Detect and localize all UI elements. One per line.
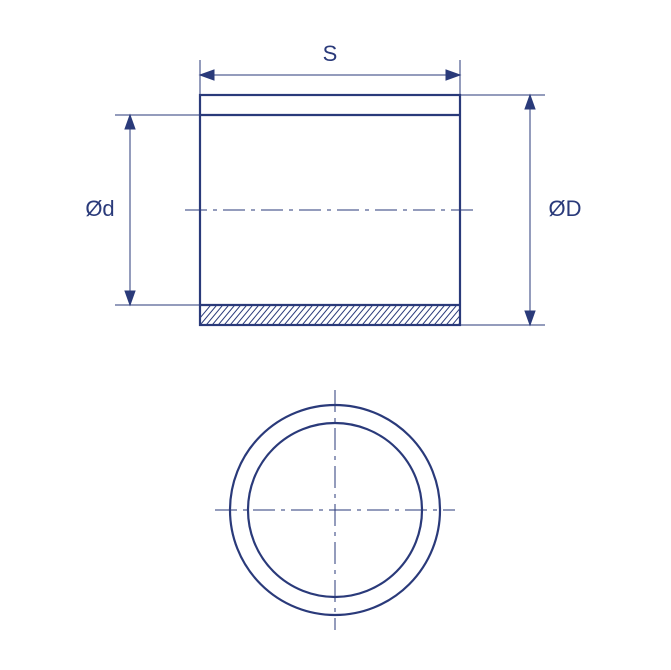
arrowhead-down-icon	[125, 291, 135, 305]
dim-label-s: S	[323, 41, 338, 66]
arrowhead-up-icon	[125, 115, 135, 129]
top-view	[215, 390, 455, 630]
side-view	[185, 95, 479, 330]
technical-drawing: S Ød ØD	[0, 0, 671, 670]
arrowhead-left-icon	[200, 70, 214, 80]
arrowhead-right-icon	[446, 70, 460, 80]
dim-label-D: ØD	[549, 196, 582, 221]
arrowhead-up-icon	[525, 95, 535, 109]
arrowhead-down-icon	[525, 311, 535, 325]
dim-label-d: Ød	[85, 196, 114, 221]
